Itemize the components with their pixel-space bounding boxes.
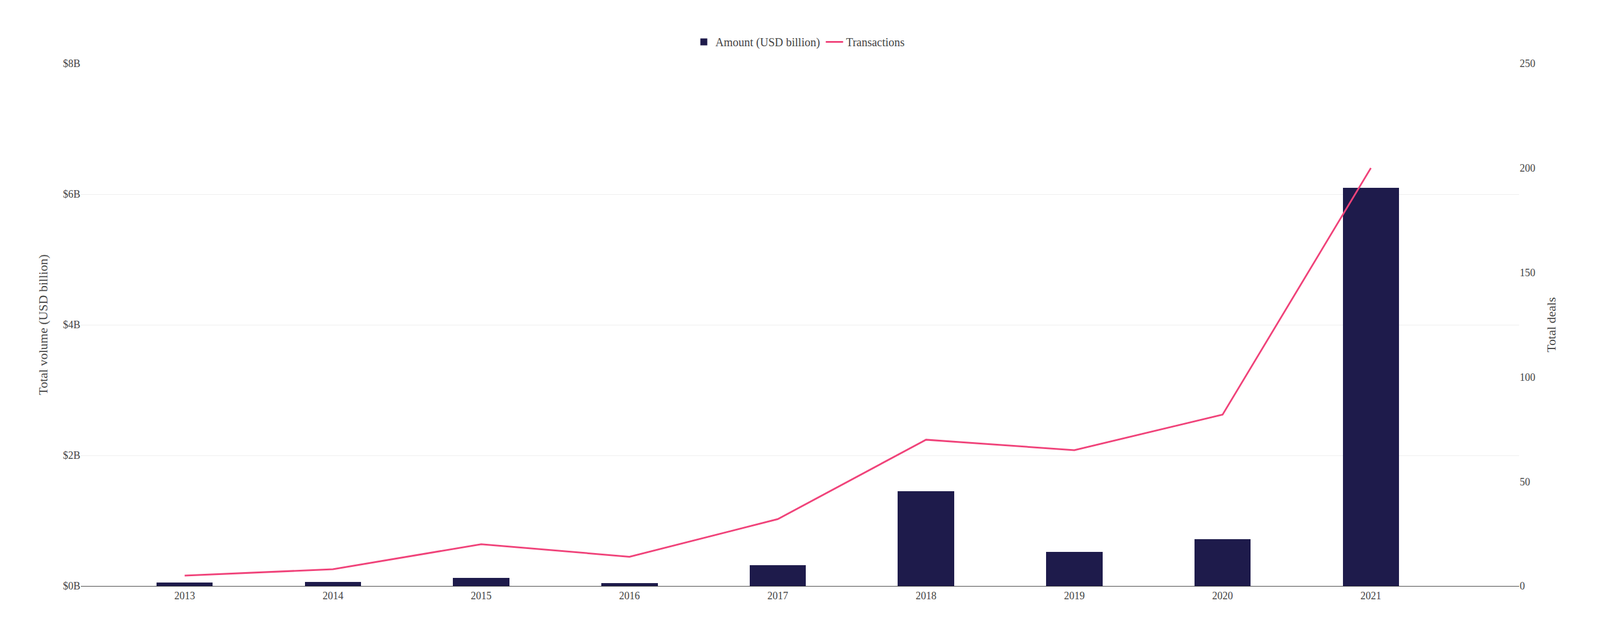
svg-text:Transactions: Transactions	[846, 35, 906, 49]
svg-text:2015: 2015	[470, 589, 492, 602]
svg-text:$2B: $2B	[62, 449, 81, 461]
svg-text:150: 150	[1519, 266, 1536, 279]
svg-text:250: 250	[1519, 57, 1536, 70]
svg-text:2013: 2013	[174, 589, 196, 602]
svg-text:100: 100	[1519, 371, 1536, 383]
svg-text:2020: 2020	[1212, 589, 1234, 602]
svg-text:Total deals: Total deals	[1543, 296, 1559, 353]
svg-text:$6B: $6B	[62, 188, 81, 200]
svg-text:2014: 2014	[322, 589, 344, 602]
svg-text:Amount (USD billion): Amount (USD billion)	[715, 35, 821, 50]
svg-text:$4B: $4B	[62, 318, 81, 331]
svg-text:0: 0	[1519, 579, 1525, 592]
svg-text:2021: 2021	[1360, 589, 1382, 602]
svg-text:2016: 2016	[619, 589, 640, 602]
svg-text:2017: 2017	[767, 589, 788, 602]
svg-text:2018: 2018	[915, 589, 937, 602]
svg-text:$0B: $0B	[62, 579, 81, 592]
svg-text:2019: 2019	[1063, 589, 1085, 602]
svg-text:200: 200	[1519, 162, 1536, 174]
svg-text:50: 50	[1519, 475, 1531, 488]
svg-text:Total volume (USD billion): Total volume (USD billion)	[35, 254, 51, 396]
svg-text:$8B: $8B	[62, 57, 81, 70]
